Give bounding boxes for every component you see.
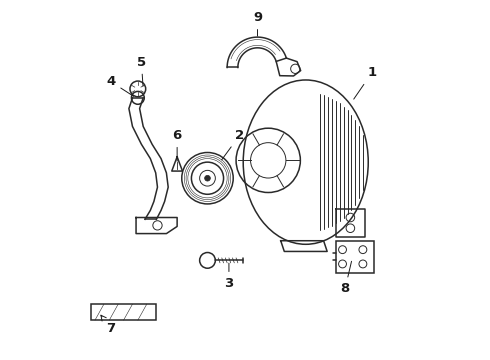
- Bar: [92, 304, 156, 320]
- Text: 7: 7: [101, 315, 116, 335]
- Text: 5: 5: [137, 55, 146, 86]
- Text: 8: 8: [341, 261, 351, 296]
- Bar: [336, 241, 373, 273]
- Text: 6: 6: [172, 129, 182, 161]
- Text: 9: 9: [253, 11, 262, 36]
- Text: 1: 1: [354, 66, 376, 99]
- Text: 4: 4: [106, 75, 134, 96]
- Text: 3: 3: [224, 263, 234, 290]
- Text: 2: 2: [221, 129, 244, 160]
- Circle shape: [205, 175, 210, 181]
